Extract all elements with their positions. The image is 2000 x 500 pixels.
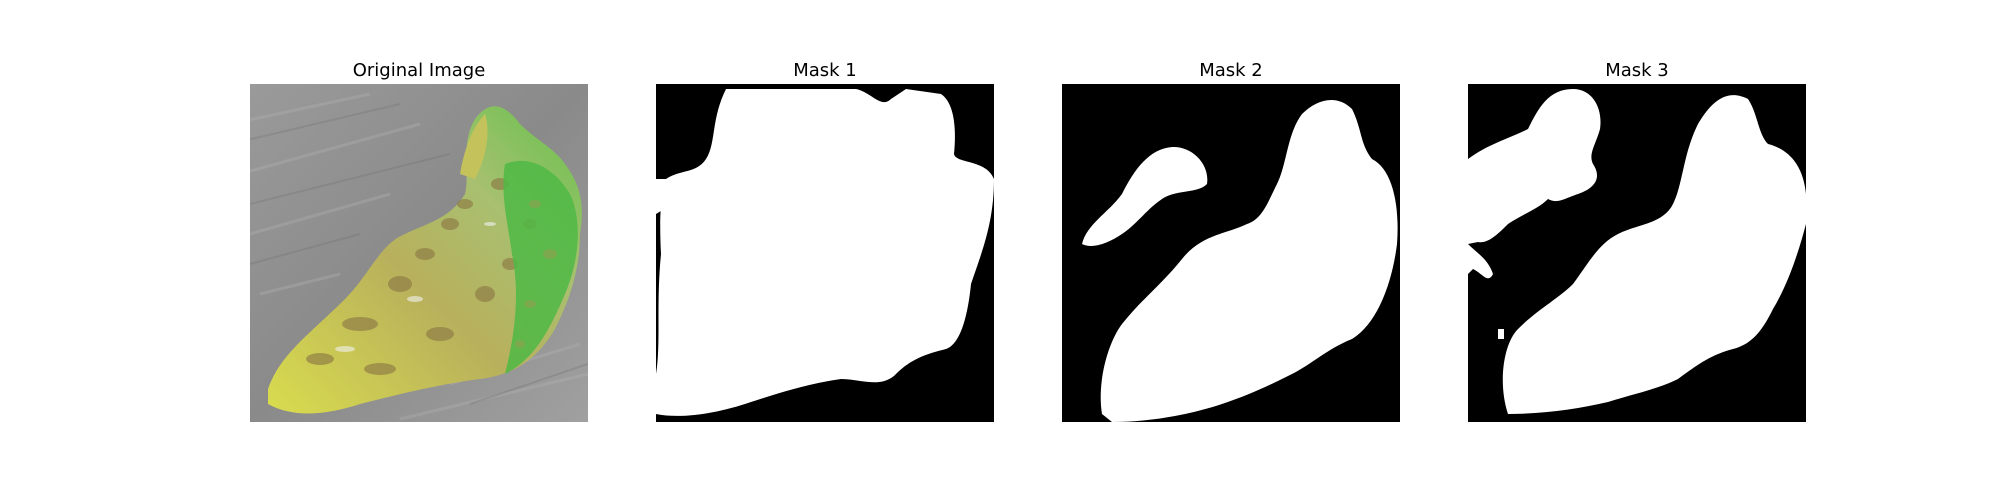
panel-title-mask-1: Mask 1 <box>793 60 857 81</box>
panel-title-original-image: Original Image <box>352 60 486 81</box>
panel-mask-1: Mask 1 <box>656 58 994 422</box>
panel-mask-2: Mask 2 <box>1062 58 1400 422</box>
panel-original-image: Original Image <box>250 58 588 422</box>
mask-3-image <box>1468 84 1806 422</box>
mask-1-image <box>656 84 994 422</box>
mask-2-image <box>1062 84 1400 422</box>
original-image <box>250 84 588 422</box>
panel-title-mask-3: Mask 3 <box>1605 60 1669 81</box>
panel-mask-3: Mask 3 <box>1468 58 1806 422</box>
panel-title-mask-2: Mask 2 <box>1199 60 1263 81</box>
